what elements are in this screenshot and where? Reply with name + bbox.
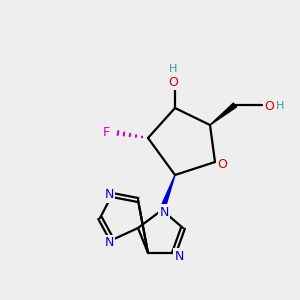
Text: O: O (217, 158, 227, 172)
Text: O: O (168, 76, 178, 88)
Text: N: N (104, 188, 114, 202)
Text: F: F (103, 127, 110, 140)
Polygon shape (160, 175, 175, 211)
Polygon shape (210, 103, 237, 125)
Text: N: N (174, 250, 184, 262)
Text: H: H (169, 64, 177, 74)
Text: N: N (104, 236, 114, 250)
Text: O: O (264, 100, 274, 112)
Text: N: N (159, 206, 169, 218)
Text: H: H (276, 101, 284, 111)
